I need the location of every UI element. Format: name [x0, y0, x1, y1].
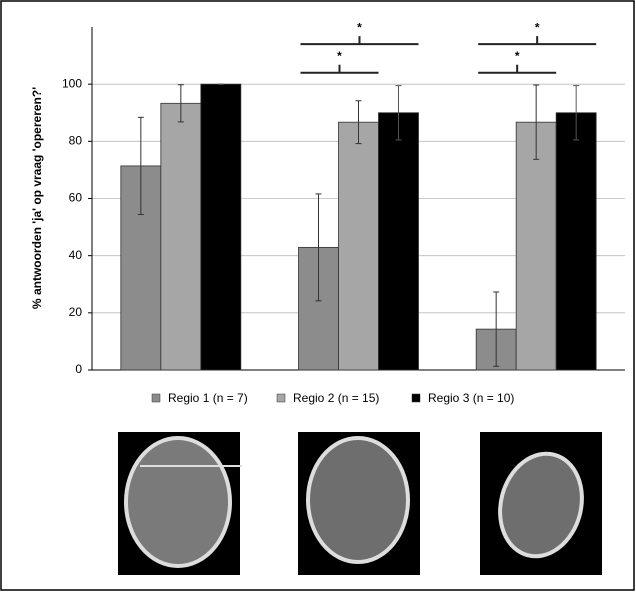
ct-head — [126, 438, 230, 566]
legend-label: Regio 3 (n = 10) — [428, 391, 514, 405]
significance-label: * — [515, 49, 520, 63]
legend-swatch — [277, 394, 285, 402]
significance-label: * — [357, 20, 362, 34]
legend-label: Regio 1 (n = 7) — [168, 391, 248, 405]
legend-swatch — [152, 394, 160, 402]
y-tick-label: 40 — [69, 248, 83, 262]
y-axis-label: % antwoorden 'ja' op vraag 'opereren?' — [30, 87, 44, 309]
legend-label: Regio 2 (n = 15) — [293, 391, 379, 405]
significance-label: * — [337, 49, 342, 63]
bar — [379, 113, 419, 370]
y-tick-label: 20 — [69, 305, 83, 319]
bar — [339, 122, 379, 370]
y-tick-label: 60 — [69, 191, 83, 205]
y-tick-label: 100 — [62, 76, 82, 90]
significance-label: * — [535, 20, 540, 34]
y-tick-label: 0 — [75, 362, 82, 376]
y-tick-label: 80 — [69, 134, 83, 148]
legend-swatch — [412, 394, 420, 402]
ct-images — [118, 432, 602, 575]
ct-head — [308, 438, 408, 562]
bar — [161, 103, 201, 370]
figure: % antwoorden 'ja' op vraag 'opereren?' 0… — [0, 0, 636, 592]
bar — [201, 84, 241, 370]
bar — [556, 113, 596, 370]
